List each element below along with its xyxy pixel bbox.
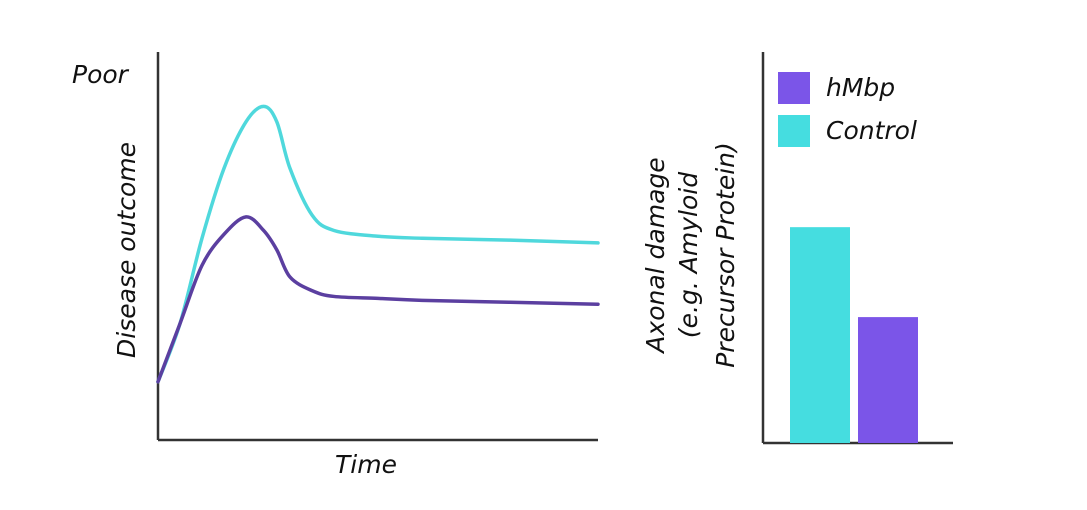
x-axis-label: Time (335, 450, 397, 479)
legend-label: Control (826, 116, 917, 145)
y-axis-label: (e.g. Amyloid (674, 172, 703, 338)
bar (858, 317, 918, 443)
y-axis-label: Axonal damage (641, 157, 670, 354)
legend-swatch (778, 72, 810, 104)
line-series (156, 104, 600, 384)
line-series (156, 215, 600, 384)
legend-swatch (778, 115, 810, 147)
legend-label: hMbp (826, 73, 895, 102)
bar (790, 227, 850, 443)
y-axis-label: Precursor Protein) (711, 142, 740, 368)
annotation: Poor (72, 60, 130, 89)
y-axis-label: Disease outcome (112, 142, 141, 358)
